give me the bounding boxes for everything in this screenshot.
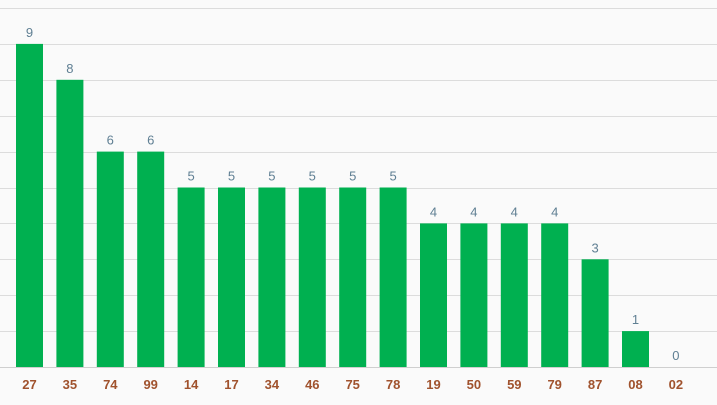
value-label-75: 5 [349, 169, 356, 184]
category-label-50: 50 [467, 377, 481, 392]
bar-34 [258, 187, 286, 367]
value-label-34: 5 [268, 169, 275, 184]
value-label-87: 3 [591, 240, 598, 255]
category-label-27: 27 [22, 377, 36, 392]
value-label-99: 6 [147, 133, 154, 148]
category-label-75: 75 [345, 377, 359, 392]
value-label-08: 1 [632, 312, 639, 327]
value-label-17: 5 [228, 169, 235, 184]
value-labels: 9 8 6 6 5 5 5 5 5 5 4 4 4 4 3 1 0 [26, 25, 680, 363]
value-label-59: 4 [511, 204, 518, 219]
category-label-74: 74 [103, 377, 118, 392]
bar-46 [298, 187, 326, 367]
value-label-35: 8 [66, 61, 73, 76]
bar-74 [96, 151, 124, 367]
bar-27 [16, 43, 43, 368]
value-label-27: 9 [26, 25, 33, 40]
bar-19 [420, 223, 447, 367]
bar-78 [379, 187, 407, 367]
category-label-79: 79 [547, 377, 561, 392]
bars [16, 43, 649, 368]
bar-87 [581, 259, 609, 367]
bar-08 [622, 331, 649, 367]
value-label-02: 0 [672, 348, 679, 363]
category-label-78: 78 [386, 377, 400, 392]
category-label-14: 14 [184, 377, 199, 392]
category-label-46: 46 [305, 377, 319, 392]
category-label-34: 34 [265, 377, 280, 392]
value-label-79: 4 [551, 204, 558, 219]
category-label-99: 99 [143, 377, 157, 392]
value-label-50: 4 [470, 204, 477, 219]
bar-35 [56, 79, 84, 368]
category-label-08: 08 [628, 377, 642, 392]
value-label-78: 5 [389, 169, 396, 184]
bar-14 [177, 187, 205, 367]
bar-99 [137, 151, 165, 367]
category-label-19: 19 [426, 377, 440, 392]
bar-50 [460, 223, 488, 367]
value-label-19: 4 [430, 204, 437, 219]
category-label-87: 87 [588, 377, 602, 392]
bar-79 [541, 223, 569, 367]
category-label-35: 35 [63, 377, 77, 392]
bar-59 [500, 223, 528, 367]
category-label-17: 17 [224, 377, 238, 392]
value-label-14: 5 [187, 169, 194, 184]
bar-75 [339, 187, 367, 367]
value-label-46: 5 [309, 169, 316, 184]
bar-17 [218, 187, 245, 367]
value-label-74: 6 [107, 133, 114, 148]
category-labels: 27 35 74 99 14 17 34 46 75 78 19 50 59 79 87 08 02 [22, 377, 683, 392]
category-label-59: 59 [507, 377, 521, 392]
category-label-02: 02 [669, 377, 683, 392]
